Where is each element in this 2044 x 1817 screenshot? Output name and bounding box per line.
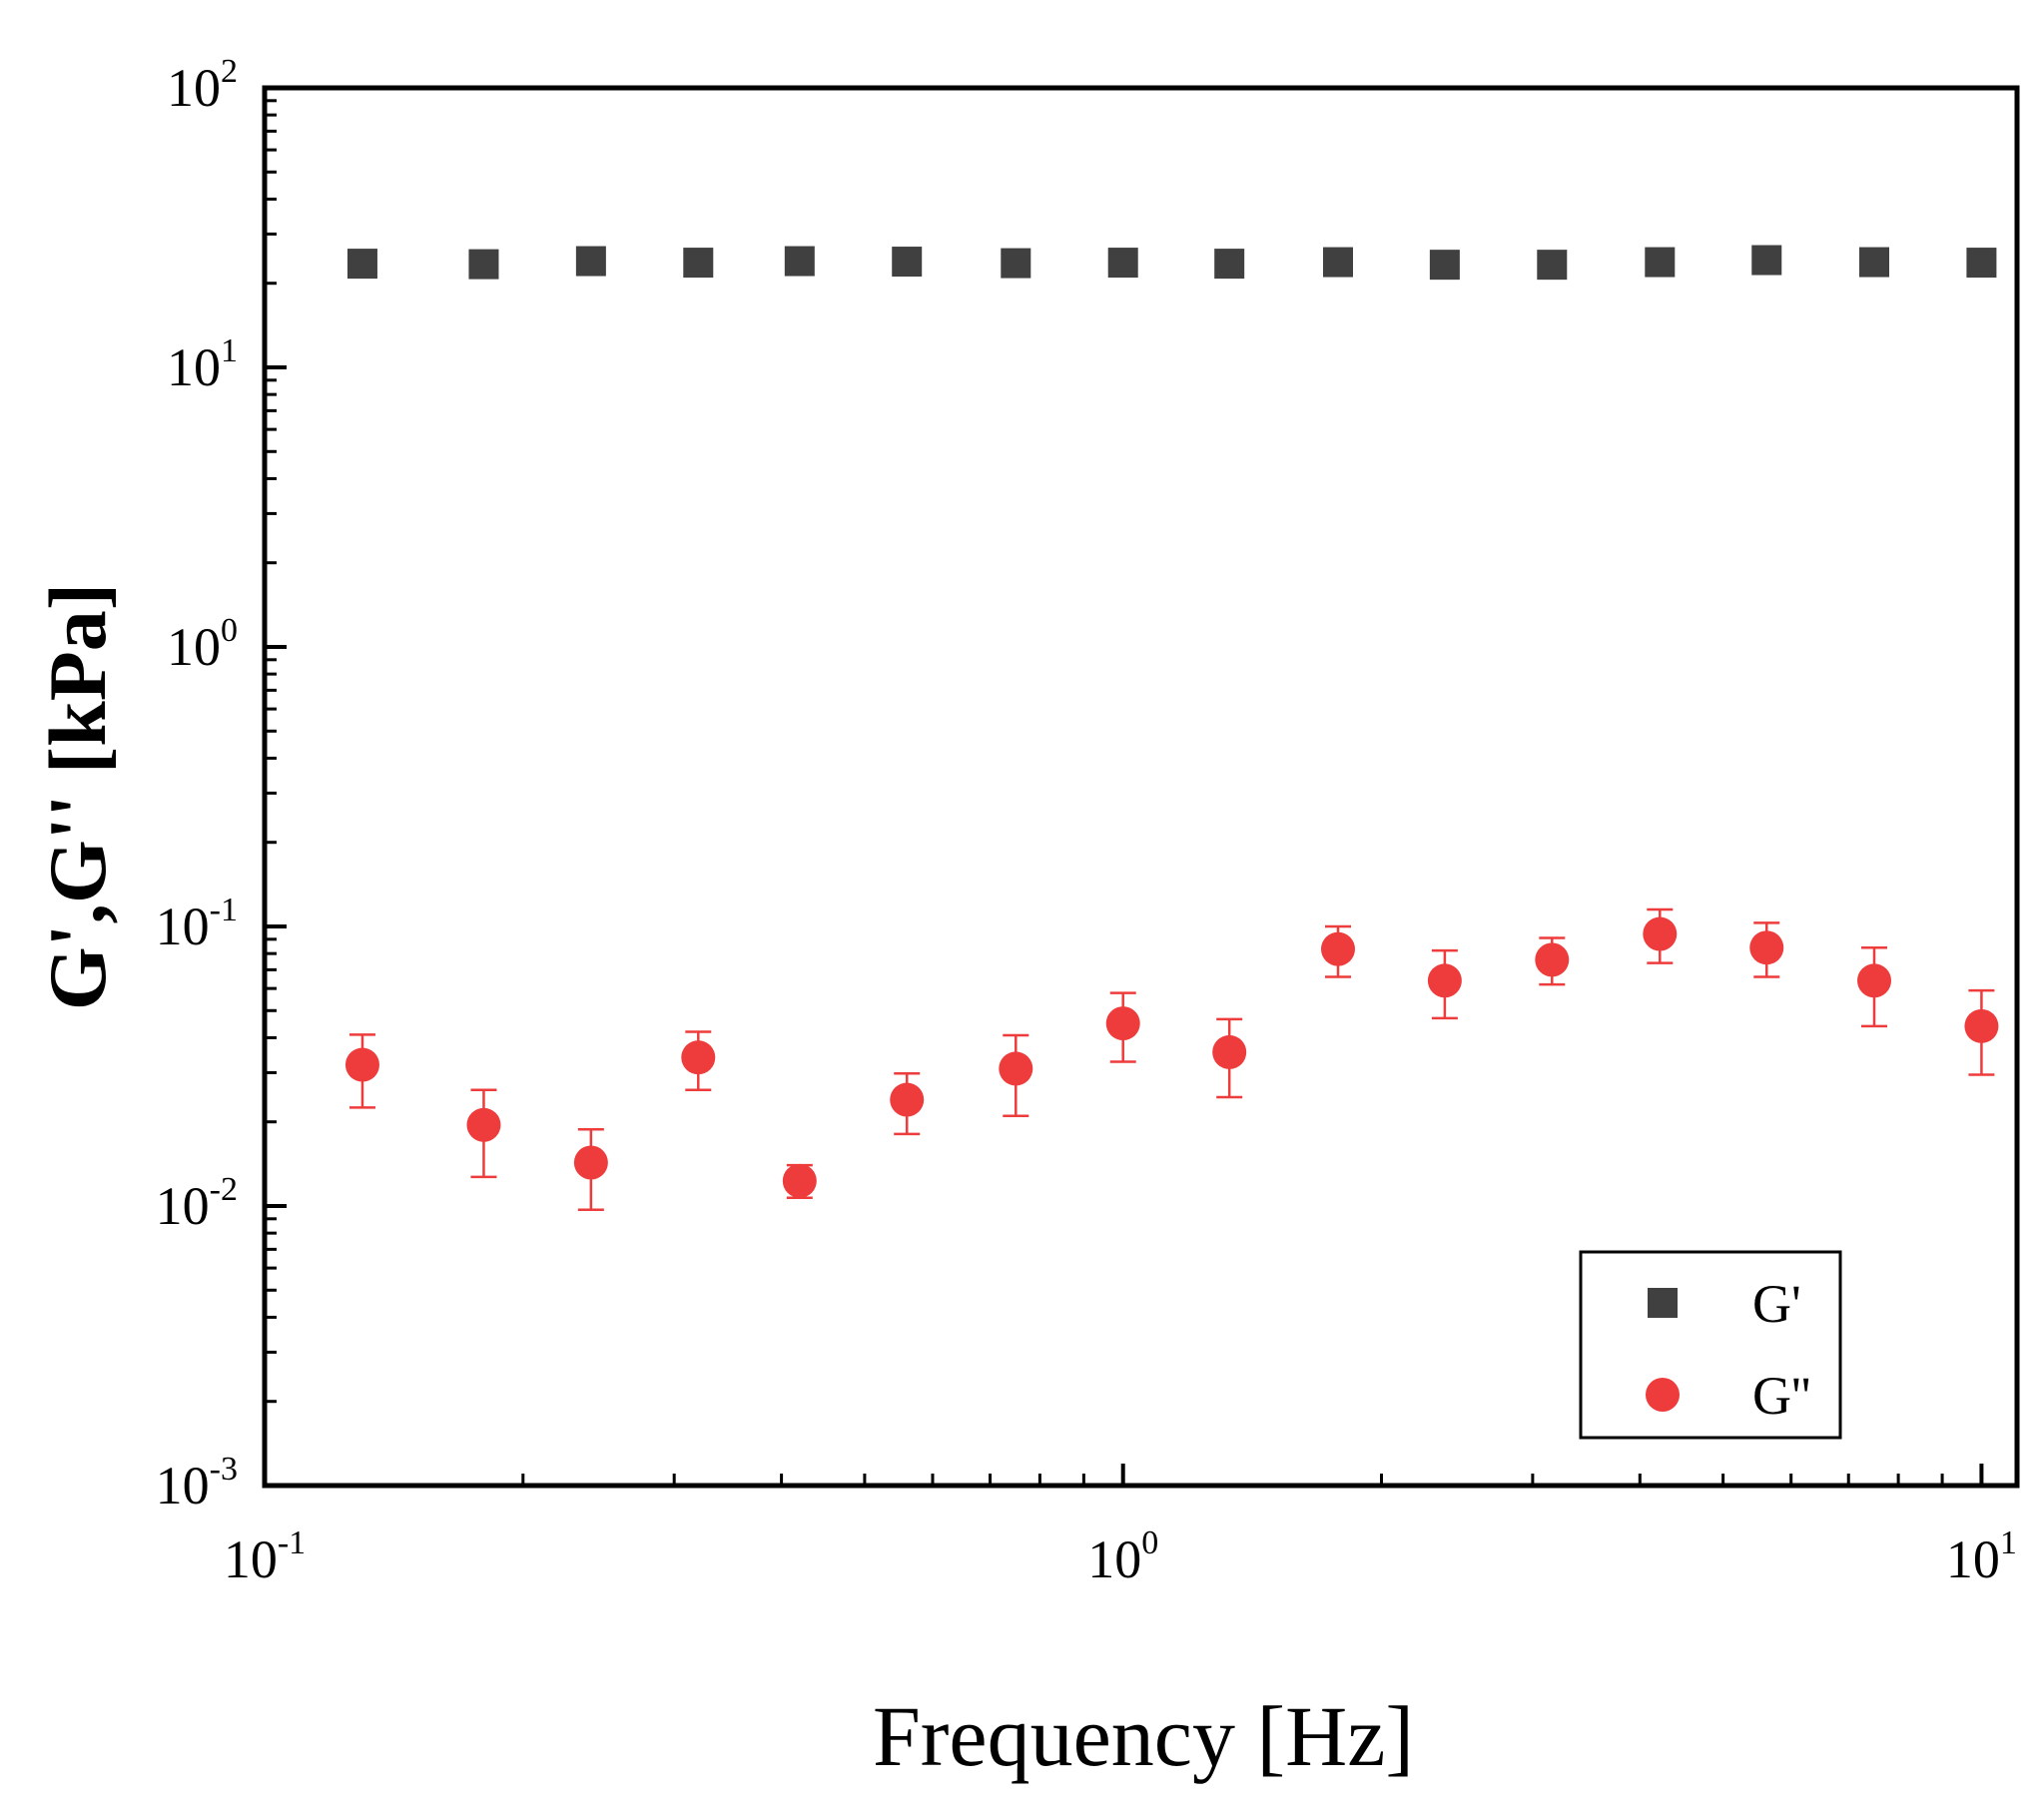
series-g-double-prime bbox=[344, 916, 1999, 1198]
x-tick-label-exponent: 1 bbox=[2000, 1524, 2017, 1561]
data-point-circle bbox=[681, 1040, 716, 1075]
data-point-square bbox=[892, 247, 923, 278]
y-tick-label-exponent: 0 bbox=[221, 612, 238, 649]
data-point-circle bbox=[1643, 916, 1678, 951]
series-g-prime bbox=[346, 245, 1997, 281]
data-point-circle bbox=[1857, 963, 1892, 998]
data-point-square bbox=[683, 248, 714, 279]
data-point-square bbox=[1429, 250, 1460, 281]
legend-marker-g-double-prime bbox=[1646, 1378, 1680, 1412]
y-tick-label: 10-3 bbox=[156, 1451, 238, 1515]
x-tick-label-base: 10 bbox=[224, 1529, 278, 1589]
data-point-square bbox=[1645, 247, 1676, 278]
x-tick-label: 10-1 bbox=[224, 1524, 306, 1589]
y-tick-label-base: 10 bbox=[167, 617, 221, 677]
x-tick-label: 100 bbox=[1087, 1524, 1158, 1589]
y-axis-label: G',G'' [kPa] bbox=[32, 583, 123, 1010]
y-tick-label: 100 bbox=[167, 612, 238, 677]
plot-frame bbox=[262, 85, 2020, 1489]
data-point-circle bbox=[1535, 942, 1570, 977]
data-point-square bbox=[784, 246, 815, 277]
data-point-square bbox=[1322, 247, 1353, 278]
data-point-square bbox=[346, 249, 377, 280]
y-tick-label-base: 10 bbox=[167, 337, 221, 397]
y-tick-label-base: 10 bbox=[156, 1456, 210, 1515]
legend-marker-g-prime bbox=[1648, 1288, 1678, 1318]
data-point-square bbox=[468, 249, 499, 280]
data-point-circle bbox=[344, 1047, 379, 1082]
x-tick-label-base: 10 bbox=[1946, 1529, 2000, 1589]
y-tick-label: 102 bbox=[167, 53, 238, 118]
data-point-circle bbox=[1320, 931, 1355, 966]
y-tick-label-exponent: -3 bbox=[210, 1451, 238, 1488]
data-point-circle bbox=[1105, 1006, 1140, 1041]
data-point-circle bbox=[782, 1163, 817, 1198]
data-point-circle bbox=[890, 1082, 925, 1117]
y-tick-label: 10-2 bbox=[156, 1171, 238, 1236]
data-point-square bbox=[1751, 245, 1782, 276]
data-point-circle bbox=[466, 1107, 501, 1142]
y-tick-label: 10-1 bbox=[156, 892, 238, 956]
data-point-circle bbox=[1212, 1034, 1247, 1069]
legend-label-g-prime: G' bbox=[1752, 1274, 1801, 1334]
x-tick-label-exponent: 0 bbox=[1141, 1524, 1158, 1561]
x-tick-label: 101 bbox=[1946, 1524, 2017, 1589]
data-point-square bbox=[1001, 248, 1031, 279]
data-point-square bbox=[575, 246, 606, 277]
data-point-square bbox=[1966, 248, 1997, 279]
data-point-circle bbox=[1427, 963, 1462, 998]
data-point-square bbox=[1859, 247, 1890, 278]
y-tick-label-base: 10 bbox=[156, 1176, 210, 1236]
data-point-square bbox=[1107, 248, 1138, 279]
data-point-square bbox=[1537, 250, 1568, 281]
markers bbox=[344, 245, 1999, 1198]
error-bars bbox=[348, 908, 1995, 1211]
data-point-circle bbox=[1749, 930, 1784, 965]
data-point-circle bbox=[573, 1145, 608, 1180]
x-tick-label-base: 10 bbox=[1087, 1529, 1141, 1589]
data-point-square bbox=[1214, 249, 1245, 280]
y-tick-label-base: 10 bbox=[167, 58, 221, 118]
legend-box bbox=[1579, 1250, 1842, 1440]
y-tick-label-exponent: -1 bbox=[210, 892, 238, 928]
data-point-circle bbox=[1964, 1008, 1999, 1043]
legend-label-g-double-prime: G'' bbox=[1752, 1366, 1810, 1426]
x-tick-label-exponent: -1 bbox=[278, 1524, 306, 1561]
y-tick-label-exponent: -2 bbox=[210, 1171, 238, 1208]
y-tick-label-exponent: 1 bbox=[221, 332, 238, 369]
legend: G' G'' bbox=[1579, 1250, 1842, 1440]
y-tick-label: 101 bbox=[167, 332, 238, 397]
data-point-circle bbox=[999, 1051, 1033, 1086]
y-tick-label-exponent: 2 bbox=[221, 53, 238, 90]
x-axis-label: Frequency [Hz] bbox=[873, 1688, 1414, 1784]
y-tick-label-base: 10 bbox=[156, 897, 210, 956]
